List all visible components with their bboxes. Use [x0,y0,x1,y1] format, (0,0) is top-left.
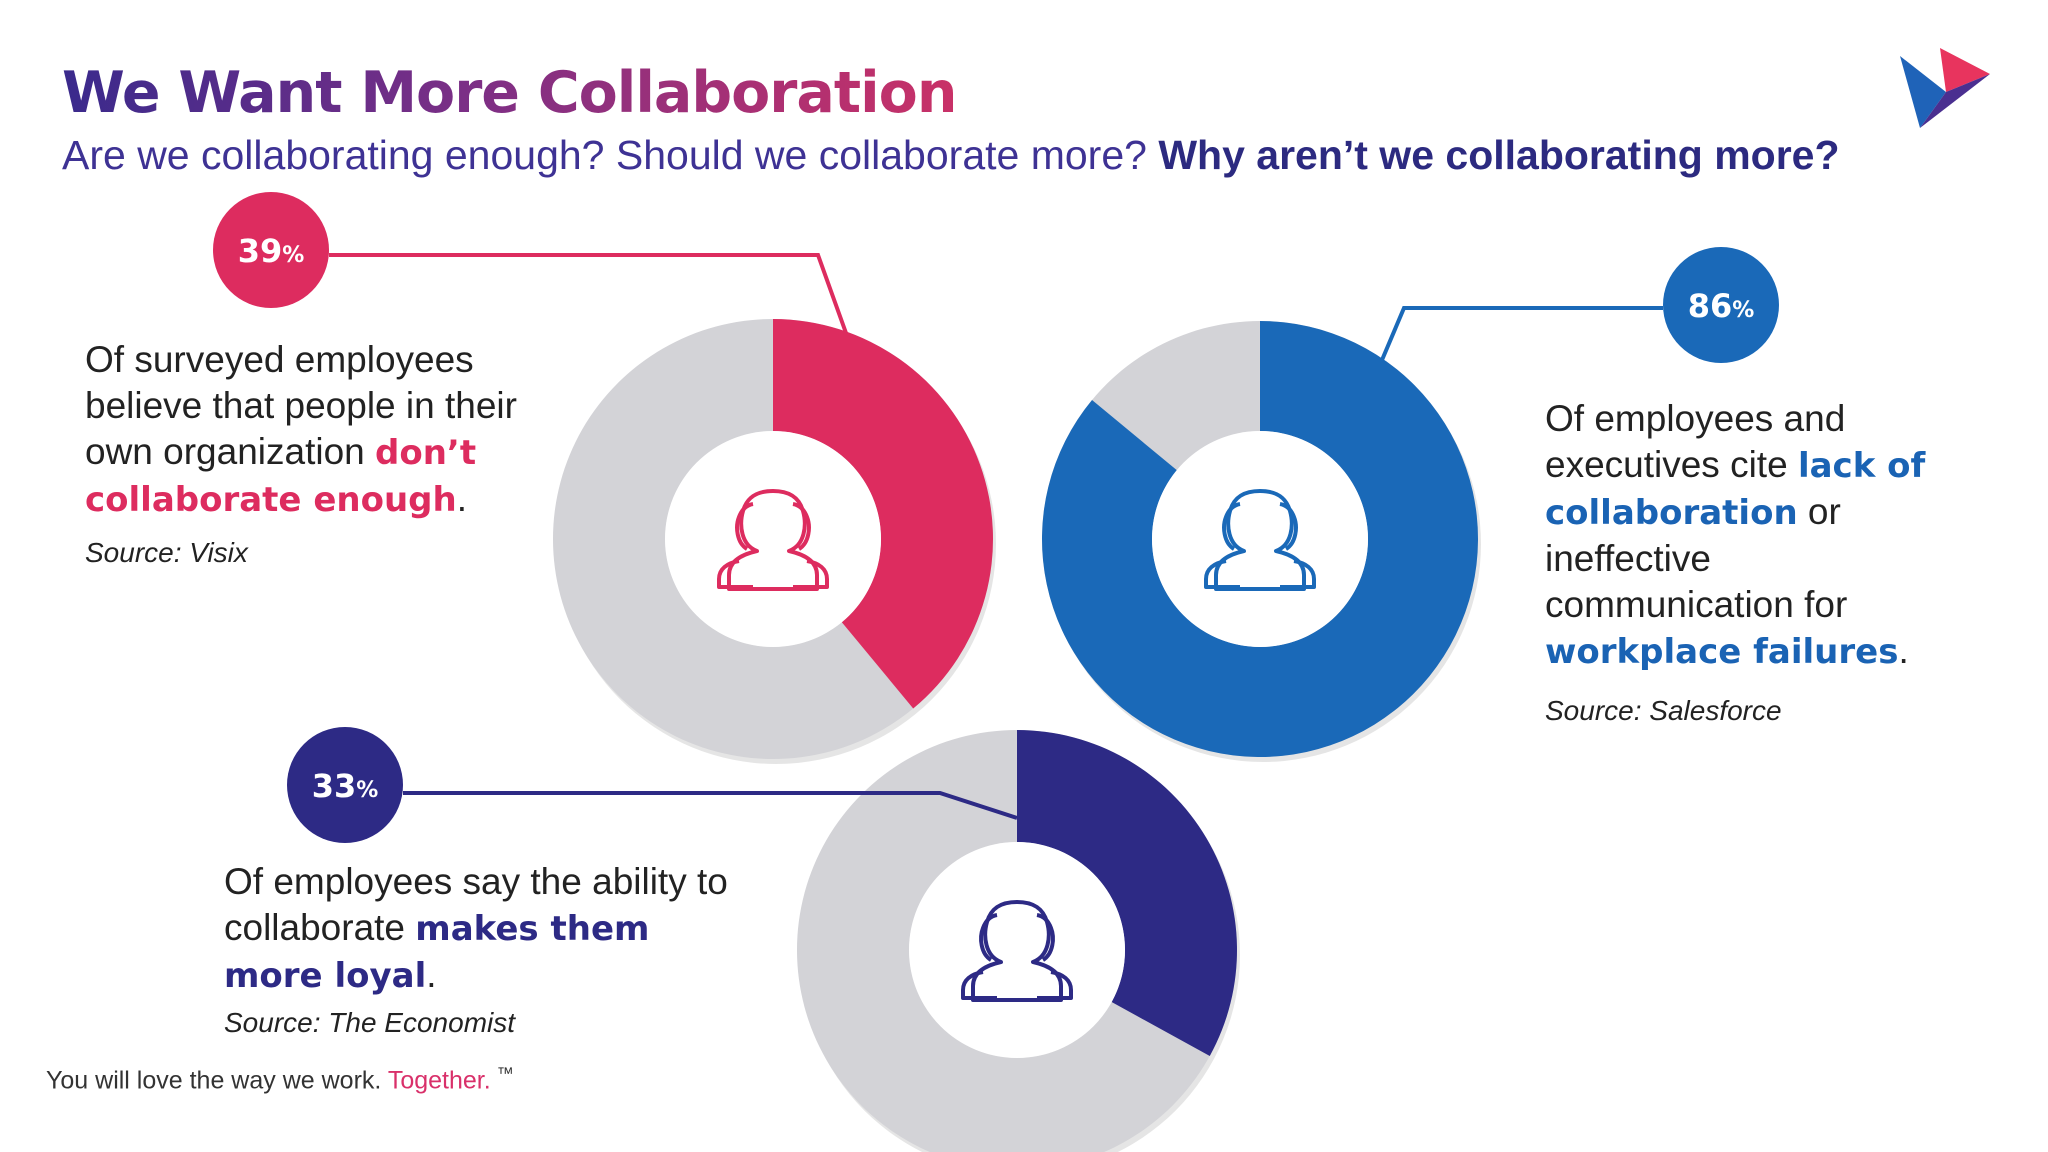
stat-3-period: . [426,954,437,995]
stat-2-period: . [1898,630,1909,671]
stat-1-leader-line [329,253,848,334]
stat-3-value-label: 33% [312,767,379,805]
stat-2-percent-sign: % [1732,298,1754,323]
stat-1-percent-sign: % [282,243,304,268]
logo-blue-shard [1900,56,1946,128]
group-figure-5 [792,502,811,551]
donut-3-hole [909,842,1125,1058]
stat-2-leader-line [1380,306,1663,361]
stat-1-value-number: 39 [238,232,283,270]
people-group-icon [717,489,829,591]
group-figure-5 [1279,502,1298,551]
footer-accent: Together. [387,1066,491,1095]
logo-purple-shard [1920,74,1990,128]
donut-1-hole [665,431,881,647]
stat-2-highlight-2: workplace failures [1545,632,1899,672]
stat-2-value-number: 86 [1688,287,1733,325]
group-figure-4 [1222,502,1241,551]
stat-3-value-number: 33 [312,767,357,805]
stat-2-source: Source: Salesforce [1545,695,1782,726]
people-group-icon [961,900,1073,1002]
stat-3-source: Source: The Economist [224,1007,516,1038]
trademark-mark: ™ [496,1064,514,1083]
stat-1-bubble [213,192,329,308]
stat-2-value-label: 86% [1688,287,1755,325]
stat-2-highlight: lack of collaboration [1545,446,1926,533]
stat-3-bubble [287,727,403,843]
play-triangle-logo-icon [1900,48,1990,128]
people-group-icon [1204,489,1316,591]
subtitle-questions: Are we collaborating enough? Should we c… [62,132,1147,178]
donut-1-value-slice [773,319,994,709]
stat-1-source: Source: Visix [85,537,248,568]
stat-description-1: Of surveyed employees believe that peopl… [85,337,545,571]
stat-1-highlight: don’t collaborate enough [85,433,477,520]
stat-1-text: Of surveyed employees believe that peopl… [85,339,517,472]
footer-text: You will love the way we work. [46,1066,382,1095]
slide-title: We Want More Collaboration [62,60,957,126]
donut-2-value-slice [1042,321,1478,757]
stat-2-text-middle: or ineffective communication for [1545,491,1848,625]
stat-3-leader-line [403,791,1018,820]
subtitle-key-question: Why aren’t we collaborating more? [1158,132,1840,178]
stat-3-text: Of employees say the ability to collabor… [224,861,728,948]
stat-description-3: Of employees say the ability to collabor… [224,859,744,1041]
donut-3-value-slice [1017,730,1238,1056]
group-figure-5 [1036,913,1055,962]
footer-tagline: You will love the way we work. Together.… [46,1064,514,1095]
stat-1-value-label: 39% [238,232,305,270]
slide-subtitle: Are we collaborating enough? Should we c… [62,132,1840,179]
group-figure-4 [979,913,998,962]
stat-3-percent-sign: % [356,778,378,803]
stat-1-period: . [456,478,467,519]
donut-2-hole [1152,431,1368,647]
stat-3-highlight: makes them more loyal [224,909,650,996]
stat-2-bubble [1663,247,1779,363]
stat-2-text: Of employees and executives cite [1545,398,1846,485]
stat-description-2: Of employees and executives cite lack of… [1545,396,1965,729]
group-figure-4 [735,502,754,551]
logo-pink-shard [1940,48,1990,92]
